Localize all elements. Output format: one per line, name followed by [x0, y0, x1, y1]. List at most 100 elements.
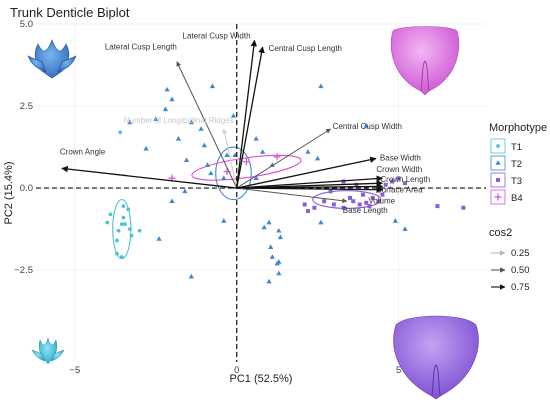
point-t3: [367, 204, 372, 209]
loading-label: Base Length: [343, 206, 388, 215]
point-t2: [230, 113, 237, 118]
specimen-image-top-left: [27, 39, 77, 79]
point-t1: [116, 228, 121, 233]
loading-arrow: [176, 61, 238, 189]
y-axis-label: PC2 (15.4%): [3, 162, 15, 225]
loading-label: Number of Longitudinal Ridges: [124, 116, 234, 125]
legend-cos2: cos2 0.25 0.50 0.75: [489, 227, 530, 293]
loading-label: Lateral Cusp Length: [105, 43, 177, 52]
point-t1: [119, 222, 124, 227]
loading-arrow: [236, 39, 258, 189]
data-points: [105, 83, 466, 284]
point-t3: [312, 205, 317, 210]
y-tick-label: 0.0: [20, 183, 33, 194]
point-t2: [162, 106, 169, 112]
legend-key-marker: [495, 160, 501, 165]
point-t2: [269, 254, 275, 259]
point-t1: [121, 204, 126, 209]
chart-title: Trunk Denticle Biplot: [10, 5, 130, 20]
point-t3: [370, 195, 375, 200]
point-t1: [118, 130, 123, 135]
point-t2: [182, 188, 188, 194]
point-t3: [364, 200, 369, 205]
axis-ticks: −5 0 5 −2.5 0.0 2.5 5.0: [14, 19, 401, 376]
point-t2: [164, 86, 170, 92]
loading-label: Surface Area: [376, 185, 423, 194]
legend-label: T2: [511, 159, 522, 170]
point-t3: [305, 209, 310, 214]
point-t3: [380, 192, 385, 197]
legend-key-marker: [496, 144, 500, 148]
point-t2: [269, 162, 275, 167]
point-t3: [357, 202, 362, 207]
loading-label: Central Cusp Length: [269, 44, 342, 53]
point-t1: [123, 222, 127, 227]
x-axis-label: PC1 (52.5%): [230, 373, 293, 385]
point-t2: [253, 136, 259, 141]
legend-morphotype-title: Morphotype: [489, 122, 547, 134]
point-t2: [266, 278, 272, 284]
point-t2: [318, 83, 324, 89]
loading-arrow: [236, 156, 377, 189]
point-t3: [354, 182, 359, 187]
point-t2: [268, 244, 274, 249]
point-t2: [209, 83, 216, 89]
specimen-image-bottom-right: [393, 315, 479, 400]
point-t2: [392, 218, 398, 223]
point-t3: [390, 179, 395, 184]
point-t2: [221, 175, 227, 181]
point-t3: [302, 202, 307, 207]
loading-label: Lateral Cusp Width: [183, 31, 251, 40]
legend-cos2-title: cos2: [489, 227, 512, 239]
point-t3: [322, 199, 327, 204]
point-t2: [169, 96, 175, 102]
legend-morphotype: Morphotype T1 T2 T3 B4: [489, 122, 547, 205]
point-t3: [383, 182, 388, 187]
point-t2: [277, 234, 284, 240]
point-t1: [119, 255, 124, 259]
point-t3: [348, 195, 353, 200]
zero-lines: [36, 24, 486, 362]
y-tick-label: 5.0: [20, 19, 33, 30]
point-t2: [305, 149, 311, 154]
loading-arrow: [61, 165, 237, 189]
point-t3: [396, 176, 401, 181]
point-t1: [129, 233, 134, 238]
x-tick-label: 5: [396, 365, 401, 376]
legend-label: B4: [511, 193, 523, 204]
point-t2: [253, 175, 259, 181]
point-t1: [121, 215, 126, 220]
x-tick-label: −5: [69, 365, 80, 376]
ellipse-b4: [191, 154, 302, 181]
legend-label: 0.75: [511, 282, 530, 293]
loading-label: Central Cusp Width: [333, 122, 402, 131]
point-t3: [331, 202, 336, 207]
point-t3: [341, 205, 346, 210]
point-t2: [315, 155, 321, 161]
ellipse-t2: [215, 146, 252, 201]
point-t2: [276, 259, 282, 264]
loading-arrow: [236, 128, 332, 189]
point-b4: [242, 158, 250, 166]
point-t2: [221, 218, 227, 223]
point-t2: [188, 273, 194, 279]
point-t1: [115, 238, 119, 243]
y-tick-label: 2.5: [20, 101, 33, 112]
point-t2: [204, 162, 211, 167]
specimen-image-bottom-left: [31, 337, 65, 365]
point-t2: [224, 152, 230, 158]
loading-arrow: [236, 46, 265, 189]
point-t2: [266, 219, 272, 225]
point-t1: [115, 251, 119, 256]
legend-label: 0.25: [511, 248, 530, 259]
legend-key-marker: [496, 178, 500, 182]
point-t2: [260, 149, 266, 154]
point-t2: [183, 157, 190, 162]
point-t2: [156, 236, 162, 241]
point-t2: [201, 142, 207, 148]
point-t2: [198, 126, 204, 131]
point-t3: [341, 179, 346, 184]
legend-label: T3: [511, 176, 522, 187]
loading-vectors: Lateral Cusp Width Central Cusp Length Lat…: [60, 31, 430, 215]
point-t2: [175, 136, 182, 141]
